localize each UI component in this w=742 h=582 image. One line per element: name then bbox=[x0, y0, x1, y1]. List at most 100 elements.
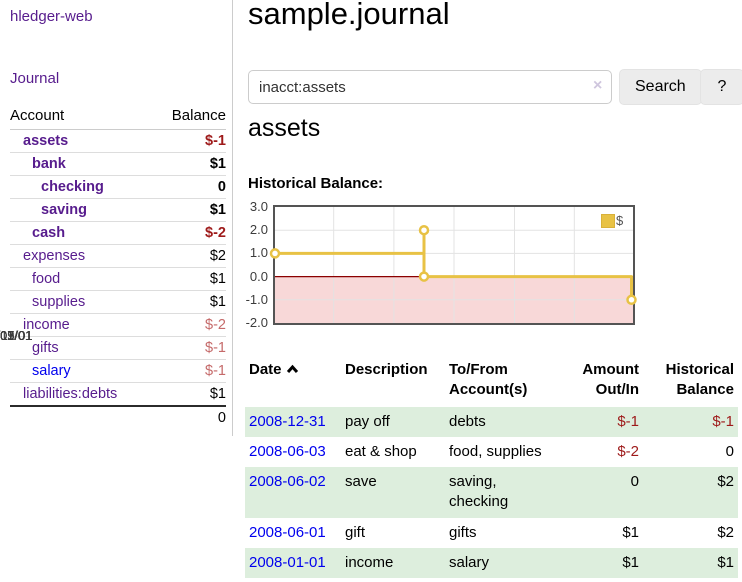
account-balance: $-1 bbox=[153, 359, 226, 383]
x-axis-tick: 2008/09/01 bbox=[0, 328, 33, 343]
sidebar: hledger-web Journal Account Balance asse… bbox=[0, 0, 233, 436]
transaction-accounts: salary bbox=[445, 547, 557, 578]
sidebar-item-journal[interactable]: Journal bbox=[10, 70, 60, 87]
transaction-amount: $-1 bbox=[557, 406, 643, 437]
y-axis-tick: -1.0 bbox=[245, 292, 268, 307]
account-balance: $-1 bbox=[153, 129, 226, 153]
account-link-income[interactable]: income bbox=[23, 317, 70, 333]
accounts-total-value: 0 bbox=[153, 405, 226, 429]
page-title: sample.journal bbox=[248, 0, 450, 31]
account-link-checking[interactable]: checking bbox=[41, 179, 104, 195]
transaction-accounts: debts bbox=[445, 406, 557, 437]
gridlines bbox=[275, 207, 633, 323]
transaction-row: 2008-06-01 gift gifts $1 $2 bbox=[245, 518, 738, 548]
transaction-date-link[interactable]: 2008-06-03 bbox=[249, 442, 326, 460]
transaction-amount: $1 bbox=[557, 547, 643, 578]
balance-series-line bbox=[275, 228, 633, 300]
account-row-cash: cash $-2 bbox=[10, 221, 226, 245]
chart-plot-area[interactable]: $ bbox=[269, 205, 637, 325]
x-axis-tick: 2008/11/01 bbox=[0, 328, 33, 343]
y-axis-tick: 0.0 bbox=[249, 269, 268, 284]
accounts-header-row: Account Balance bbox=[10, 104, 226, 130]
brand-link[interactable]: hledger-web bbox=[10, 8, 93, 25]
x-axis-tick: 2008/01/01 bbox=[0, 328, 33, 343]
y-axis-tick: 2.0 bbox=[249, 222, 268, 237]
transaction-date-link[interactable]: 2008-12-31 bbox=[249, 412, 326, 430]
transaction-amount: 0 bbox=[557, 467, 643, 518]
transaction-balance: $-1 bbox=[643, 406, 738, 437]
x-axis-tick: 2008/03/01 bbox=[0, 328, 33, 343]
transaction-balance: 0 bbox=[725, 442, 734, 460]
header-amount[interactable]: Amount Out/In bbox=[582, 361, 639, 399]
account-balance: $1 bbox=[153, 152, 226, 176]
accounts-total-row: 0 bbox=[10, 405, 226, 429]
transaction-date-link[interactable]: 2008-01-01 bbox=[249, 553, 326, 571]
account-link-bank[interactable]: bank bbox=[32, 156, 66, 172]
transaction-row: 2008-06-03 eat & shop food, supplies $-2… bbox=[245, 437, 738, 467]
chevron-up-icon bbox=[286, 364, 298, 374]
account-link-cash[interactable]: cash bbox=[32, 225, 66, 241]
help-button[interactable]: ? bbox=[700, 69, 742, 105]
transaction-row: 2008-06-02 save saving, checking 0 $2 bbox=[245, 467, 738, 518]
transaction-balance: $1 bbox=[643, 547, 738, 578]
x-axis-tick: 2008/05/01 bbox=[0, 328, 33, 343]
transaction-date-link[interactable]: 2008-06-02 bbox=[249, 473, 326, 490]
transaction-description: gift bbox=[345, 523, 366, 541]
account-balance: 0 bbox=[153, 175, 226, 199]
header-description[interactable]: Description bbox=[345, 361, 428, 378]
account-heading: assets bbox=[248, 114, 321, 142]
transaction-date-link[interactable]: 2008-06-01 bbox=[249, 523, 326, 541]
account-row-bank: bank $1 bbox=[10, 152, 226, 176]
account-row-supplies: supplies $1 bbox=[10, 290, 226, 314]
account-balance: $-2 bbox=[153, 313, 226, 337]
account-row-liabilities-debts: liabilities:debts $1 bbox=[10, 382, 226, 407]
account-link-food[interactable]: food bbox=[32, 271, 61, 287]
transaction-accounts: gifts bbox=[449, 523, 477, 541]
accounts-table: Account Balance assets $-1 bank $1 check… bbox=[10, 104, 226, 429]
account-row-salary: salary $-1 bbox=[10, 359, 226, 383]
legend-label: $ bbox=[616, 213, 624, 228]
legend-swatch-icon bbox=[601, 213, 615, 228]
y-axis-tick: 1.0 bbox=[249, 245, 268, 260]
transaction-accounts: saving, checking bbox=[445, 467, 557, 518]
account-balance: $2 bbox=[153, 244, 226, 268]
transactions-table: Date Description To/From Account(s) Amou… bbox=[245, 356, 738, 578]
account-link-gifts[interactable]: gifts bbox=[32, 340, 59, 356]
transaction-amount: $-2 bbox=[617, 442, 639, 460]
account-link-salary[interactable]: salary bbox=[32, 363, 71, 379]
account-row-checking: checking 0 bbox=[10, 175, 226, 199]
transaction-row: 2008-01-01 income salary $1 $1 bbox=[245, 547, 738, 578]
account-balance: $1 bbox=[153, 198, 226, 222]
header-balance[interactable]: Historical Balance bbox=[665, 361, 734, 399]
account-row-income: income $-2 bbox=[10, 313, 226, 337]
x-axis-tick: 2008/07/01 bbox=[0, 328, 33, 343]
transaction-description: save bbox=[341, 467, 445, 518]
account-link-assets[interactable]: assets bbox=[23, 133, 69, 149]
account-row-saving: saving $1 bbox=[10, 198, 226, 222]
transaction-description: pay off bbox=[341, 406, 445, 437]
account-link-supplies[interactable]: supplies bbox=[32, 294, 86, 310]
y-axis-tick: -2.0 bbox=[245, 315, 268, 330]
chart-legend: $ bbox=[601, 213, 623, 228]
header-date[interactable]: Date bbox=[245, 356, 341, 407]
transaction-accounts: food, supplies bbox=[449, 442, 542, 460]
account-row-expenses: expenses $2 bbox=[10, 244, 226, 268]
data-point-markers bbox=[269, 224, 637, 306]
header-accounts[interactable]: To/From Account(s) bbox=[449, 361, 528, 399]
search-input[interactable] bbox=[248, 70, 612, 104]
transaction-description: income bbox=[341, 547, 445, 578]
search-button[interactable]: Search bbox=[619, 69, 702, 105]
chart-title: Historical Balance: bbox=[248, 175, 384, 192]
transaction-amount: $1 bbox=[622, 523, 639, 541]
account-link-saving[interactable]: saving bbox=[41, 202, 87, 218]
account-row-gifts: gifts $-1 bbox=[10, 336, 226, 360]
account-balance: $-2 bbox=[153, 221, 226, 245]
account-link-liabilities-debts[interactable]: liabilities:debts bbox=[23, 386, 118, 402]
account-balance: $1 bbox=[153, 267, 226, 291]
transaction-balance: $2 bbox=[717, 523, 734, 541]
account-row-food: food $1 bbox=[10, 267, 226, 291]
account-link-expenses[interactable]: expenses bbox=[23, 248, 86, 264]
account-balance: $-1 bbox=[153, 336, 226, 360]
clear-search-icon[interactable]: × bbox=[593, 77, 603, 94]
accounts-header-account: Account bbox=[10, 104, 154, 130]
